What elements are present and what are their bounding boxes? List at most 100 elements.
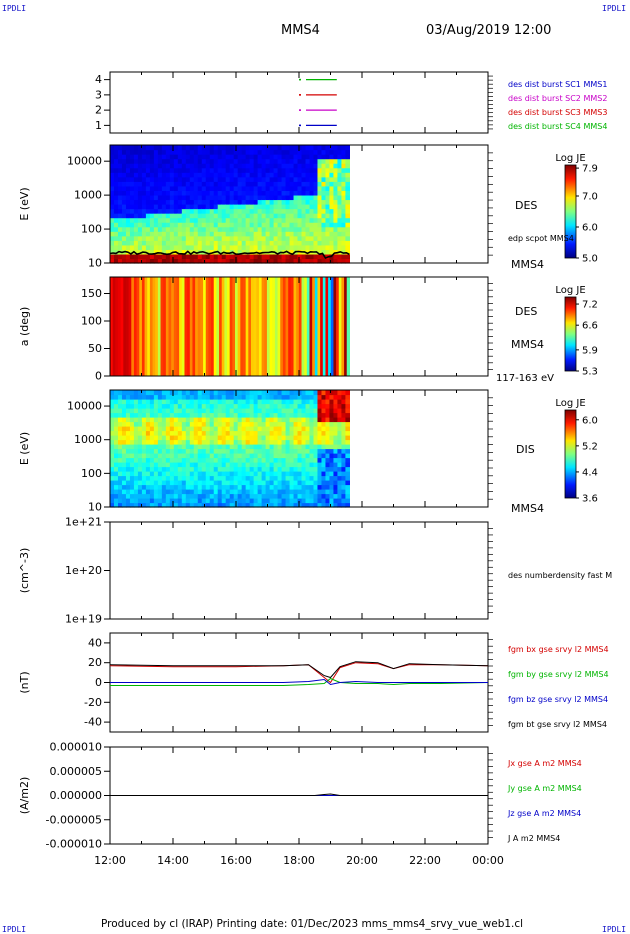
spectrogram-cell	[145, 185, 151, 191]
spectrogram-cell	[137, 471, 143, 477]
spectrogram-cell	[285, 231, 291, 237]
spectrogram-cell	[229, 448, 235, 454]
spectrogram-cell	[149, 480, 155, 486]
spectrogram-cell	[321, 163, 327, 169]
spectrogram-cell	[149, 204, 155, 210]
spectrogram-cell	[161, 502, 167, 508]
spectrogram-cell	[229, 190, 235, 196]
spectrogram-cell	[301, 435, 307, 441]
spectrogram-cell	[241, 466, 247, 472]
spectrogram-cell	[269, 235, 275, 241]
spectrogram-cell	[145, 244, 151, 250]
spectrogram-cell	[297, 244, 303, 250]
spectrogram-cell	[253, 213, 259, 219]
spectrogram-cell	[133, 158, 139, 164]
spectrogram-cell	[193, 471, 199, 477]
spectrogram-cell	[337, 199, 343, 205]
spectrogram-cell	[309, 453, 315, 459]
spectrogram-cell	[173, 502, 179, 508]
spectrogram-cell	[265, 484, 271, 490]
spectrogram-cell	[157, 172, 163, 178]
spectrogram-cell	[169, 167, 175, 173]
spectrogram-cell	[173, 484, 179, 490]
spectrogram-cell	[329, 466, 335, 472]
spectrogram-cell	[261, 154, 267, 160]
spectrogram-cell	[337, 498, 343, 504]
spectrogram-cell	[333, 408, 339, 414]
spectrogram-cell	[133, 163, 139, 169]
spectrogram-cell	[265, 199, 271, 205]
spectrogram-cell	[201, 213, 207, 219]
spectrogram-column	[200, 277, 204, 376]
spectrogram-cell	[149, 403, 155, 409]
spectrogram-cell	[293, 158, 299, 164]
spectrogram-cell	[341, 235, 347, 241]
spectrogram-cell	[169, 498, 175, 504]
spectrogram-cell	[157, 493, 163, 499]
spectrogram-cell	[289, 194, 295, 201]
spectrogram-cell	[161, 498, 167, 504]
spectrogram-cell	[169, 240, 175, 246]
spectrogram-cell	[249, 457, 255, 463]
spectrogram-cell	[110, 471, 115, 477]
spectrogram-cell	[237, 439, 243, 445]
spectrogram-cell	[173, 457, 179, 463]
spectrogram-cell	[217, 475, 223, 481]
spectrogram-cell	[189, 412, 195, 418]
spectrogram-cell	[253, 394, 259, 400]
spectrogram-cell	[233, 430, 239, 436]
spectrogram-cell	[201, 208, 207, 214]
spectrogram-cell	[273, 408, 279, 414]
spectrogram-cell	[221, 417, 227, 423]
spectrogram-cell	[153, 448, 159, 454]
corner-label-bottom-right: IPDLI	[602, 925, 627, 934]
spectrogram-cell	[201, 172, 207, 178]
spectrogram-cell	[229, 213, 235, 219]
spectrogram-cell	[293, 149, 299, 155]
spectrogram-cell	[333, 163, 339, 169]
spectrogram-cell	[237, 417, 243, 423]
spectrogram-cell	[341, 240, 347, 246]
spectrogram-cell	[117, 253, 123, 260]
spectrogram-cell	[209, 466, 215, 472]
spectrogram-cell	[161, 204, 167, 210]
spectrogram-cell	[265, 158, 271, 164]
spectrogram-cell	[233, 412, 239, 418]
legend-entry: fgm bt gse srvy l2 MMS4	[508, 720, 607, 729]
spectrogram-cell	[257, 185, 263, 191]
spectrogram-cell	[110, 194, 115, 201]
spectrogram-cell	[273, 235, 279, 241]
spectrogram-cell	[281, 412, 287, 418]
spectrogram-cell	[121, 199, 127, 205]
spectrogram-cell	[225, 439, 231, 445]
spectrogram-cell	[337, 235, 343, 241]
spectrogram-cell	[241, 489, 247, 495]
spectrogram-cell	[110, 489, 115, 495]
spectrogram-cell	[225, 430, 231, 436]
spectrogram-cell	[129, 253, 135, 260]
spectrogram-cell	[137, 426, 143, 432]
spectrogram-cell	[261, 208, 267, 214]
spectrogram-cell	[345, 167, 350, 173]
spectrogram-cell	[285, 475, 291, 481]
spectrogram-cell	[205, 154, 211, 160]
spectrogram-cell	[277, 190, 283, 196]
spectrogram-cell	[305, 167, 311, 173]
spectrogram-cell	[293, 231, 299, 237]
spectrogram-cell	[225, 249, 231, 255]
spectrogram-cell	[285, 208, 291, 214]
spectrogram-cell	[181, 145, 187, 151]
spectrogram-cell	[129, 489, 135, 495]
spectrogram-cell	[205, 498, 211, 504]
spectrogram-cell	[345, 244, 350, 250]
spectrogram-cell	[153, 167, 159, 173]
spectrogram-cell	[245, 394, 251, 400]
spectrogram-cell	[141, 444, 147, 450]
spectrogram-cell	[301, 240, 307, 246]
spectrogram-cell	[225, 399, 231, 405]
spectrogram-cell	[125, 213, 131, 219]
spectrogram-cell	[157, 399, 163, 405]
spectrogram-cell	[333, 158, 339, 164]
spectrogram-cell	[265, 471, 271, 477]
spectrogram-cell	[333, 172, 339, 178]
